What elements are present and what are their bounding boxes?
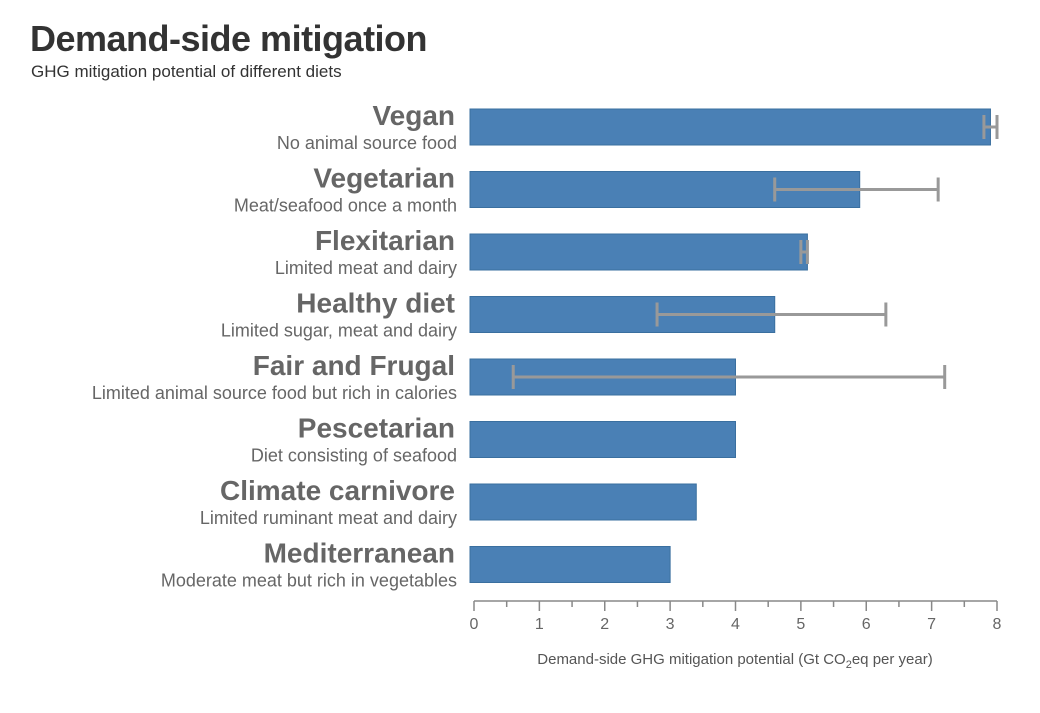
error-bar <box>511 365 947 389</box>
category-description: Diet consisting of seafood <box>251 446 457 466</box>
category-description: Meat/seafood once a month <box>234 196 457 216</box>
category-label: Climate carnivore <box>220 475 455 506</box>
x-axis-title: Demand-side GHG mitigation potential (Gt… <box>537 651 932 671</box>
bar-mediterranean <box>469 546 671 583</box>
x-axis: 0 1 2 3 4 5 6 7 8 <box>470 600 1002 633</box>
bar-flexitarian <box>469 233 808 271</box>
category-label: Vegan <box>373 100 455 131</box>
bar-pescetarian <box>469 421 736 458</box>
x-tick-label: 1 <box>535 616 544 633</box>
x-tick-label: 6 <box>862 616 871 633</box>
category-description: Limited ruminant meat and dairy <box>200 508 457 528</box>
x-tick-label: 8 <box>993 616 1002 633</box>
category-label: Mediterranean <box>264 538 455 569</box>
x-tick-label: 4 <box>731 616 740 633</box>
category-description: Limited meat and dairy <box>275 258 457 278</box>
category-description: Limited sugar, meat and dairy <box>221 321 457 341</box>
bar-vegan <box>469 108 991 146</box>
error-bar <box>799 240 809 264</box>
error-bar <box>982 115 999 139</box>
category-label: Healthy diet <box>296 288 455 319</box>
category-description: No animal source food <box>277 133 457 153</box>
category-label: Flexitarian <box>315 225 455 256</box>
category-label: Vegetarian <box>313 163 455 194</box>
category-label: Pescetarian <box>298 413 455 444</box>
category-label: Fair and Frugal <box>253 350 455 381</box>
x-tick-label: 2 <box>600 616 609 633</box>
bar-climate-carnivore <box>469 483 697 521</box>
x-tick-label: 0 <box>470 616 479 633</box>
chart-subtitle: GHG mitigation potential of different di… <box>31 62 342 81</box>
x-tick-label: 7 <box>927 616 936 633</box>
error-bar <box>655 302 888 327</box>
error-bar <box>773 177 940 202</box>
x-tick-label: 3 <box>666 616 675 633</box>
chart-title: Demand-side mitigation <box>30 18 428 59</box>
category-description: Limited animal source food but rich in c… <box>92 383 457 403</box>
category-description: Moderate meat but rich in vegetables <box>161 571 457 591</box>
bars-layer <box>469 108 999 583</box>
x-tick-label: 5 <box>796 616 805 633</box>
